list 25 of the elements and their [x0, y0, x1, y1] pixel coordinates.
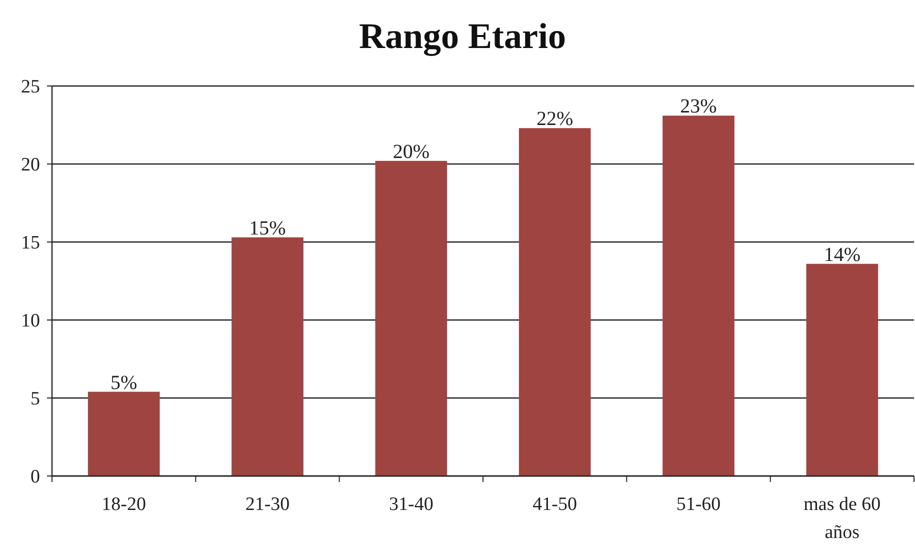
y-tick-label: 0 — [30, 466, 40, 488]
bar — [518, 128, 591, 476]
x-tick-label: 51-60 — [676, 494, 721, 515]
x-tick-label: 31-40 — [389, 494, 434, 515]
y-tick-label: 10 — [21, 310, 40, 332]
x-tick-label: 21-30 — [245, 494, 290, 515]
bar — [662, 116, 734, 476]
bar — [88, 392, 160, 476]
bar — [232, 237, 304, 476]
bar — [806, 264, 878, 476]
x-tick-label: mas de 60 años — [804, 494, 881, 543]
y-tick-label: 20 — [21, 154, 40, 176]
y-tick-label: 5 — [30, 388, 40, 410]
data-label: 5% — [110, 372, 138, 394]
chart-title: Rango Etario — [359, 16, 566, 56]
y-tick-label: 15 — [21, 232, 40, 254]
y-tick-label: 25 — [21, 76, 40, 98]
bar — [375, 160, 448, 476]
data-label: 20% — [392, 140, 430, 163]
x-tick-label: 18-20 — [102, 494, 146, 515]
data-label: 14% — [824, 244, 861, 266]
data-label: 15% — [249, 217, 286, 240]
x-tick-label: 41-50 — [532, 494, 577, 515]
data-label: 23% — [680, 96, 717, 118]
data-label: 22% — [536, 108, 574, 130]
